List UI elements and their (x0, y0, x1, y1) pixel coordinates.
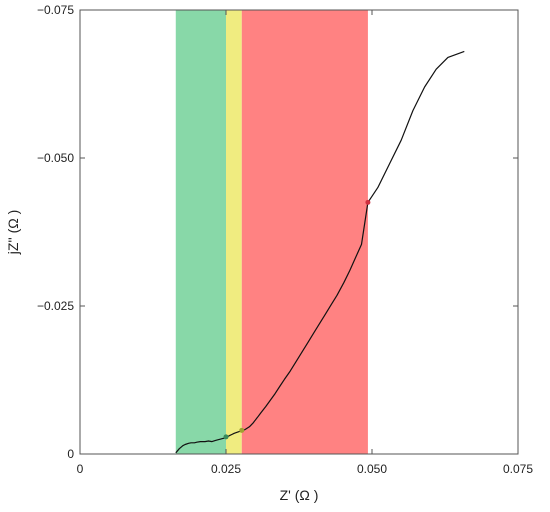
y-tick-label: −0.075 (37, 3, 74, 17)
y-tick-label: −0.025 (37, 299, 74, 313)
marker-point-1 (223, 434, 229, 440)
y-tick-label: −0.050 (37, 151, 74, 165)
data-series (175, 50, 465, 454)
marker-point-2 (239, 427, 245, 433)
y-axis-ticks: 0 −0.025 −0.050 −0.075 (37, 3, 518, 461)
band-1 (175, 10, 226, 454)
frequency-bands (175, 10, 368, 454)
x-axis-ticks: 0 0.025 0.050 0.075 (77, 10, 533, 476)
marker-point-3 (365, 199, 371, 205)
series-line-1 (175, 50, 465, 454)
x-tick-label: 0.075 (503, 462, 533, 476)
band-3 (241, 10, 368, 454)
plot-frame (79, 9, 519, 455)
x-tick-label: 0 (77, 462, 84, 476)
x-axis-label: Z' (Ω ) (280, 487, 319, 503)
y-tick-label: 0 (67, 447, 74, 461)
y-axis-label: jZ'' (Ω ) (5, 210, 21, 256)
x-tick-label: 0.025 (211, 462, 241, 476)
band-2 (226, 10, 242, 454)
band-markers (223, 199, 371, 440)
x-tick-label: 0.050 (357, 462, 387, 476)
